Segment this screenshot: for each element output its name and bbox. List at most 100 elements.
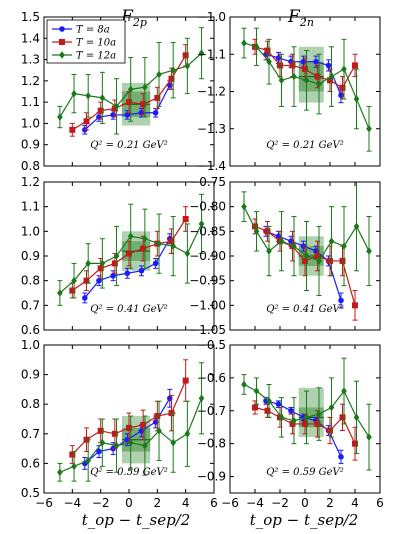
y-tick-label: −0.6: [197, 371, 226, 385]
data-point: [252, 223, 258, 230]
data-point: [339, 84, 346, 91]
y-tick-label: −1.4: [197, 159, 226, 173]
y-tick-label: 0.8: [21, 159, 40, 173]
data-point: [328, 403, 335, 412]
plot-area: [57, 27, 205, 137]
q2-annotation: Q² = 0.21 GeV²: [266, 140, 344, 151]
legend-label: T = 12a: [76, 51, 116, 62]
data-point: [126, 250, 132, 257]
data-point: [156, 239, 162, 248]
data-point: [366, 124, 372, 133]
data-point: [303, 413, 310, 422]
panel-F2p-0.41: 0.6 0.7 0.8 0.9 1.0 1.1 1.2 Q² = 0.41 GeV²: [21, 175, 215, 337]
data-point: [339, 414, 346, 421]
data-point: [140, 101, 147, 108]
data-point: [338, 454, 344, 460]
data-point: [124, 112, 131, 118]
data-point: [302, 420, 308, 427]
x-tick-label: −6: [221, 496, 239, 510]
data-point: [327, 77, 333, 84]
data-point: [71, 89, 77, 98]
data-point: [339, 257, 346, 264]
x-tick-label: 4: [182, 496, 190, 510]
data-point: [142, 83, 148, 92]
data-point: [314, 253, 321, 259]
legend-marker: [59, 51, 65, 59]
data-point: [82, 295, 88, 301]
x-tick-label: −6: [35, 496, 53, 510]
data-point: [110, 272, 116, 279]
data-point: [124, 270, 131, 277]
y-tick-label: 1.0: [21, 338, 40, 352]
data-point: [140, 245, 147, 252]
x-tick-label: 2: [154, 496, 162, 510]
plot-area: [241, 357, 372, 471]
y-tick-label: −0.75: [189, 175, 226, 189]
y-tick-label: −1.2: [197, 85, 226, 99]
y-tick-label: 0.8: [21, 274, 40, 288]
data-point: [113, 441, 120, 450]
data-point: [126, 424, 132, 431]
data-point: [152, 260, 159, 267]
y-tick-label: 1.5: [21, 10, 40, 24]
data-point: [264, 228, 271, 235]
data-point: [278, 76, 285, 85]
data-point: [253, 227, 260, 236]
x-tick-label: 6: [210, 496, 218, 510]
y-tick-label: 1.0: [21, 116, 40, 130]
data-point: [252, 404, 258, 411]
data-point: [142, 441, 148, 450]
legend-marker: [59, 39, 65, 45]
y-tick-label: −0.95: [189, 274, 226, 288]
data-point: [266, 397, 272, 405]
data-point: [57, 468, 63, 477]
data-point: [96, 277, 102, 284]
data-point: [328, 237, 335, 245]
data-point: [113, 252, 120, 260]
data-point: [291, 242, 297, 250]
data-point: [184, 430, 191, 438]
data-point: [156, 70, 162, 79]
y-tick-label: 1.3: [21, 53, 40, 67]
legend-label: T = 10a: [76, 38, 116, 49]
data-point: [99, 94, 106, 102]
y-tick-label: −0.7: [197, 404, 226, 418]
data-point: [241, 380, 247, 389]
y-tick-label: 0.7: [21, 427, 40, 441]
data-point: [97, 265, 104, 272]
data-point: [278, 237, 285, 245]
data-point: [170, 438, 176, 447]
data-point: [96, 448, 102, 455]
y-tick-label: −0.90: [189, 249, 226, 263]
x-tick-label: 6: [376, 496, 384, 510]
data-point: [341, 242, 347, 250]
data-point: [316, 410, 322, 418]
data-point: [338, 297, 344, 304]
y-tick-label: 1.2: [21, 74, 40, 88]
data-point: [83, 118, 90, 125]
data-point: [327, 427, 333, 434]
y-tick-label: −1.3: [197, 122, 226, 136]
x-tick-label: −2: [271, 496, 289, 510]
data-point: [266, 57, 272, 66]
y-tick-label: 0.9: [21, 138, 40, 152]
q2-annotation: Q² = 0.59 GeV²: [266, 467, 344, 478]
plot-area: [241, 182, 372, 321]
y-tick-label: 1.1: [21, 200, 40, 214]
data-point: [152, 109, 159, 116]
data-point: [156, 427, 162, 435]
data-point: [69, 287, 76, 294]
y-tick-label: −1.00: [189, 298, 226, 312]
data-point: [241, 39, 247, 47]
data-point: [184, 62, 191, 70]
data-point: [170, 242, 176, 250]
data-point: [127, 232, 134, 241]
q2-annotation: Q² = 0.41 GeV²: [266, 304, 344, 315]
data-point: [327, 257, 333, 264]
panel-F2p-0.21: 0.8 0.9 1.0 1.1 1.2 1.3 1.4 1.5 Q² = 0.21 GeV² T …: [21, 10, 215, 173]
x-tick-label: −4: [63, 496, 81, 510]
data-point: [154, 413, 161, 420]
y-tick-label: 1.0: [21, 224, 40, 238]
data-point: [69, 126, 76, 133]
q2-annotation: Q² = 0.21 GeV²: [90, 140, 168, 151]
